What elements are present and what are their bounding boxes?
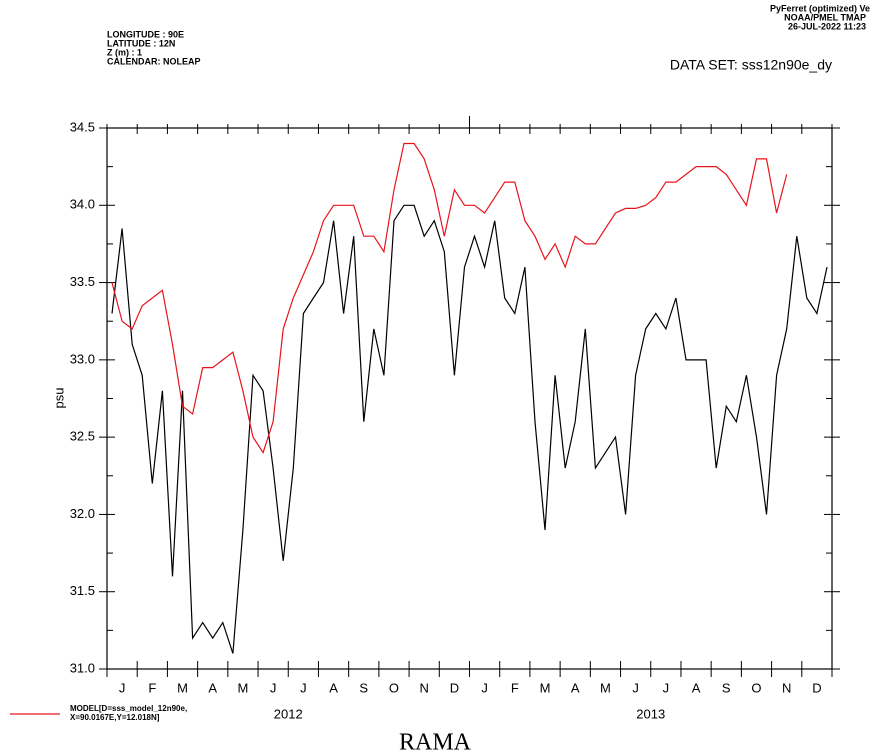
x-tick-label: D <box>812 680 821 695</box>
x-tick-label: M <box>540 680 551 695</box>
x-tick-label: M <box>600 680 611 695</box>
y-tick-label: 33.0 <box>70 351 95 366</box>
year-label: 2012 <box>274 706 303 721</box>
header-line: NOAA/PMEL TMAP <box>784 12 866 22</box>
plot-frame <box>106 127 833 670</box>
year-label: 2013 <box>636 706 665 721</box>
x-tick-label: F <box>148 680 156 695</box>
x-tick-label: J <box>663 680 670 695</box>
x-tick-label: J <box>270 680 277 695</box>
y-tick-label: 32.5 <box>70 429 95 444</box>
data-line <box>111 204 828 654</box>
y-tick-label: 33.5 <box>70 274 95 289</box>
x-tick-label: N <box>419 680 428 695</box>
x-tick-label: O <box>751 680 761 695</box>
dataset-label: DATA SET: sss12n90e_dy <box>670 57 832 73</box>
x-tick-label: A <box>208 680 217 695</box>
x-tick-label: J <box>119 680 126 695</box>
x-tick-label: A <box>571 680 580 695</box>
legend-entry: MODEL[D=sss_model_12n90e, X=90.0167E,Y=1… <box>70 704 188 722</box>
y-tick-label: 34.0 <box>70 197 95 212</box>
x-tick-label: N <box>782 680 791 695</box>
header-line: CALENDAR: NOLEAP <box>107 56 201 66</box>
data-line <box>111 142 788 454</box>
header-line: Z (m) : 1 <box>107 47 142 57</box>
y-tick-label: 32.0 <box>70 506 95 521</box>
x-tick-label: J <box>632 680 639 695</box>
x-tick-label: M <box>238 680 249 695</box>
y-tick-label: 31.0 <box>70 660 95 675</box>
header-line: 26-JUL-2022 11:23 <box>788 21 866 31</box>
header-line: LATITUDE : 12N <box>107 38 175 48</box>
x-tick-label: J <box>300 680 307 695</box>
x-tick-label: O <box>389 680 399 695</box>
y-tick-label: 34.5 <box>70 119 95 134</box>
header-line: PyFerret (optimized) Ve <box>770 3 870 13</box>
x-tick-label: A <box>692 680 701 695</box>
x-tick-label: J <box>481 680 488 695</box>
header-line: LONGITUDE : 90E <box>107 29 184 39</box>
x-tick-label: S <box>359 680 368 695</box>
chart-title: RAMA <box>399 730 472 751</box>
x-tick-label: M <box>177 680 188 695</box>
x-tick-label: D <box>450 680 459 695</box>
x-tick-label: F <box>511 680 519 695</box>
y-axis-label: psu <box>51 388 66 409</box>
y-tick-label: 31.5 <box>70 583 95 598</box>
x-tick-label: S <box>722 680 731 695</box>
x-tick-label: A <box>329 680 338 695</box>
